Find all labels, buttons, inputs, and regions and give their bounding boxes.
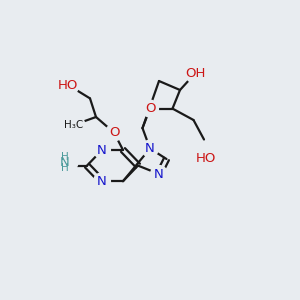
Text: HO: HO	[58, 79, 79, 92]
Text: N: N	[145, 142, 155, 155]
Circle shape	[59, 76, 79, 95]
Circle shape	[94, 142, 110, 158]
Circle shape	[199, 149, 218, 169]
Circle shape	[65, 115, 85, 134]
Circle shape	[51, 148, 78, 175]
Text: H: H	[61, 163, 68, 173]
Text: N: N	[97, 143, 107, 157]
Text: H₃C: H₃C	[64, 119, 83, 130]
Text: O: O	[109, 126, 119, 139]
Circle shape	[151, 166, 167, 182]
Text: HO: HO	[195, 152, 216, 166]
Text: H: H	[61, 152, 68, 162]
Circle shape	[94, 173, 110, 190]
Text: N: N	[97, 175, 107, 188]
Circle shape	[106, 124, 122, 141]
Circle shape	[142, 140, 158, 157]
Text: OH: OH	[185, 67, 205, 80]
Circle shape	[142, 100, 158, 117]
Circle shape	[185, 64, 205, 83]
Text: O: O	[145, 102, 155, 115]
Text: N: N	[154, 167, 164, 181]
Text: N: N	[60, 155, 69, 169]
